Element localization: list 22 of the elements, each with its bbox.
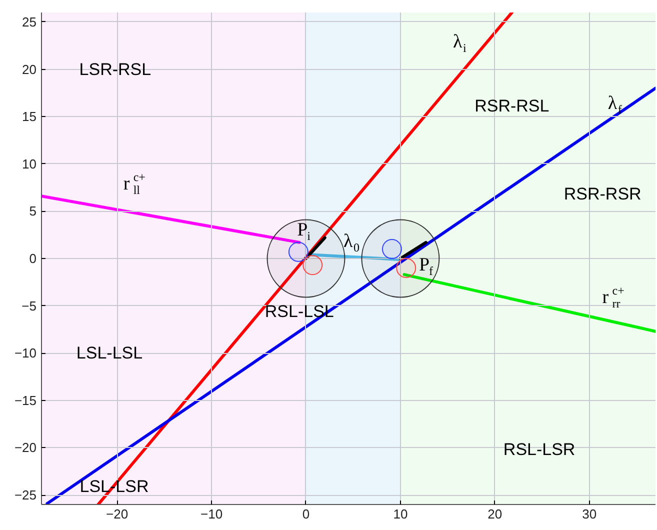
y-tick-label: 20	[22, 62, 37, 77]
x-tick-label: −10	[200, 506, 223, 522]
y-tick-label: 25	[22, 14, 37, 30]
x-tick-label: 20	[488, 506, 502, 522]
annotation: RSR-RSR	[564, 184, 642, 204]
annotation: LSR-RSL	[79, 60, 152, 79]
annotation: RSL-LSR	[503, 440, 576, 460]
y-tick-label: −15	[14, 392, 37, 408]
x-tick-label: 30	[582, 506, 597, 522]
y-tick-label: 0	[29, 251, 37, 266]
y-tick-label: 5	[29, 204, 37, 219]
y-tick-label: 10	[22, 156, 37, 172]
y-tick-label: −20	[14, 440, 37, 456]
y-tick-label: −5	[22, 298, 37, 314]
x-tick-label: 0	[302, 506, 310, 522]
annotation: LSL-LSL	[76, 344, 143, 363]
x-tick-label: −20	[106, 506, 128, 522]
y-tick-label: −25	[14, 488, 37, 503]
x-tick-label: 10	[393, 506, 408, 522]
annotation: RSR-RSL	[474, 96, 550, 116]
y-tick-label: 15	[22, 109, 37, 124]
y-tick-label: −10	[14, 346, 37, 361]
